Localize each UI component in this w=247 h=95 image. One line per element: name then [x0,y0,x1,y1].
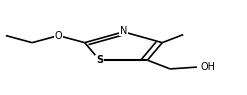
Text: O: O [55,31,62,41]
Text: N: N [120,26,127,36]
Text: OH: OH [201,62,216,72]
Text: S: S [96,55,103,65]
